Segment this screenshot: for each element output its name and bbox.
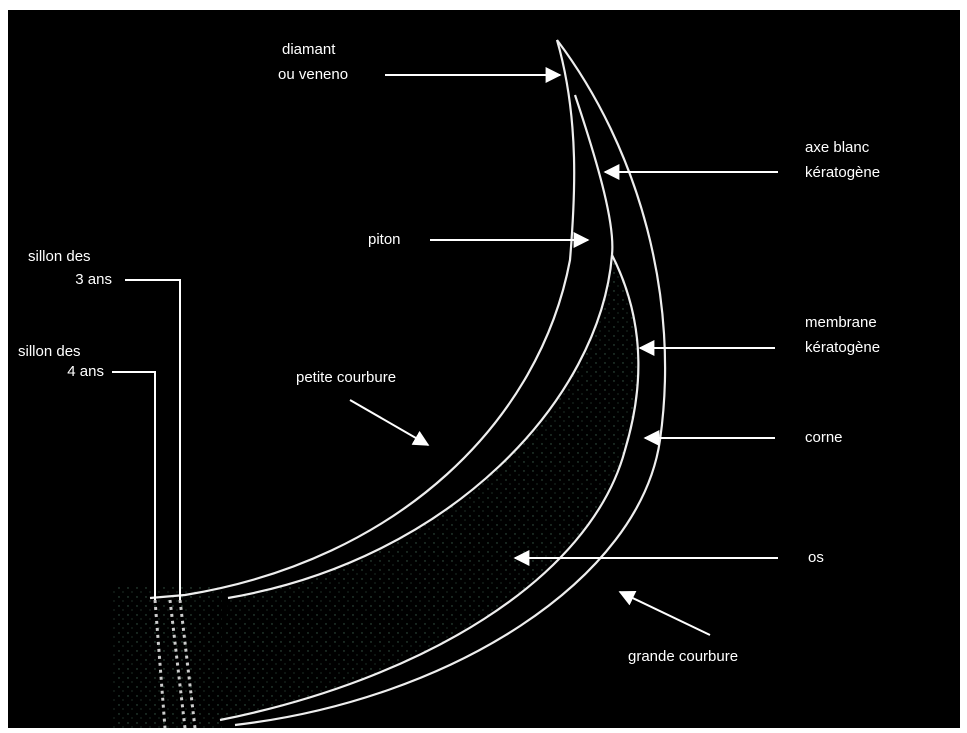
label: corne xyxy=(805,429,843,446)
label: sillon des xyxy=(28,248,91,265)
base-area xyxy=(112,585,222,728)
label: ou veneno xyxy=(278,66,348,83)
label: diamant xyxy=(282,41,336,58)
label: kératogène xyxy=(805,164,880,181)
label: grande courbure xyxy=(628,648,738,665)
label: 4 ans xyxy=(67,363,104,380)
label: os xyxy=(808,549,824,566)
label: membrane xyxy=(805,314,877,331)
horn-diagram: diamant ou veneno axe blanc kératogène p… xyxy=(0,0,967,733)
label: kératogène xyxy=(805,339,880,356)
label: 3 ans xyxy=(75,271,112,288)
label: petite courbure xyxy=(296,369,396,386)
label: axe blanc xyxy=(805,139,870,156)
label: piton xyxy=(368,231,401,248)
label: sillon des xyxy=(18,343,81,360)
